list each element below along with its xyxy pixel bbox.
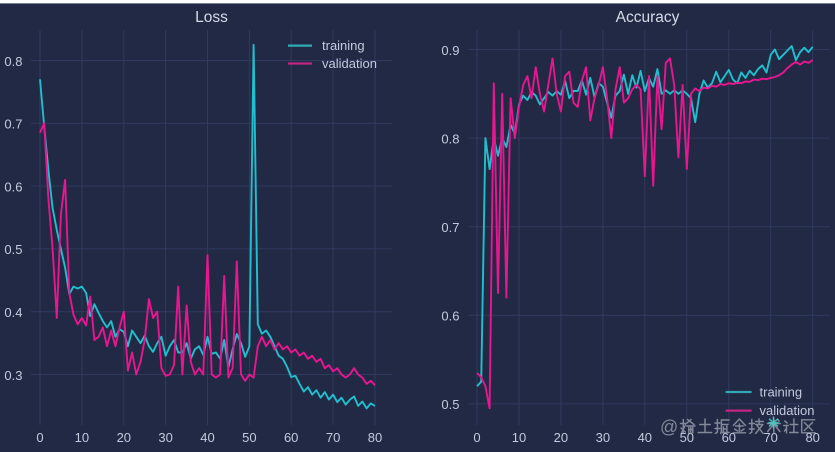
- svg-text:0.3: 0.3: [4, 368, 22, 383]
- svg-text:70: 70: [326, 430, 340, 445]
- svg-text:0.7: 0.7: [4, 117, 22, 132]
- svg-text:50: 50: [242, 430, 256, 445]
- svg-text:0.9: 0.9: [441, 43, 459, 58]
- svg-text:0.5: 0.5: [441, 397, 459, 412]
- svg-text:0: 0: [36, 430, 43, 445]
- svg-text:80: 80: [368, 430, 382, 445]
- svg-text:0.6: 0.6: [441, 309, 459, 324]
- svg-text:0.8: 0.8: [4, 54, 22, 69]
- svg-text:0.8: 0.8: [441, 131, 459, 146]
- svg-text:10: 10: [512, 430, 526, 445]
- svg-text:validation: validation: [322, 56, 377, 71]
- svg-text:0: 0: [473, 430, 480, 445]
- svg-text:80: 80: [805, 430, 819, 445]
- svg-text:40: 40: [200, 430, 214, 445]
- svg-text:Loss: Loss: [195, 9, 228, 26]
- svg-text:0.4: 0.4: [4, 305, 22, 320]
- svg-text:30: 30: [596, 430, 610, 445]
- svg-text:@: @: [660, 417, 678, 437]
- svg-text:60: 60: [284, 430, 298, 445]
- svg-text:training: training: [322, 38, 365, 53]
- svg-text:validation: validation: [760, 403, 815, 418]
- svg-text:0.7: 0.7: [441, 220, 459, 235]
- svg-text:20: 20: [554, 430, 568, 445]
- svg-text:Accuracy: Accuracy: [616, 9, 680, 26]
- svg-text:30: 30: [158, 430, 172, 445]
- svg-text:10: 10: [75, 430, 89, 445]
- svg-text:60: 60: [722, 430, 736, 445]
- svg-text:20: 20: [117, 430, 131, 445]
- svg-text:training: training: [760, 385, 803, 400]
- svg-text:0.6: 0.6: [4, 179, 22, 194]
- svg-text:40: 40: [638, 430, 652, 445]
- svg-text:0.5: 0.5: [4, 242, 22, 257]
- svg-text:70: 70: [763, 430, 777, 445]
